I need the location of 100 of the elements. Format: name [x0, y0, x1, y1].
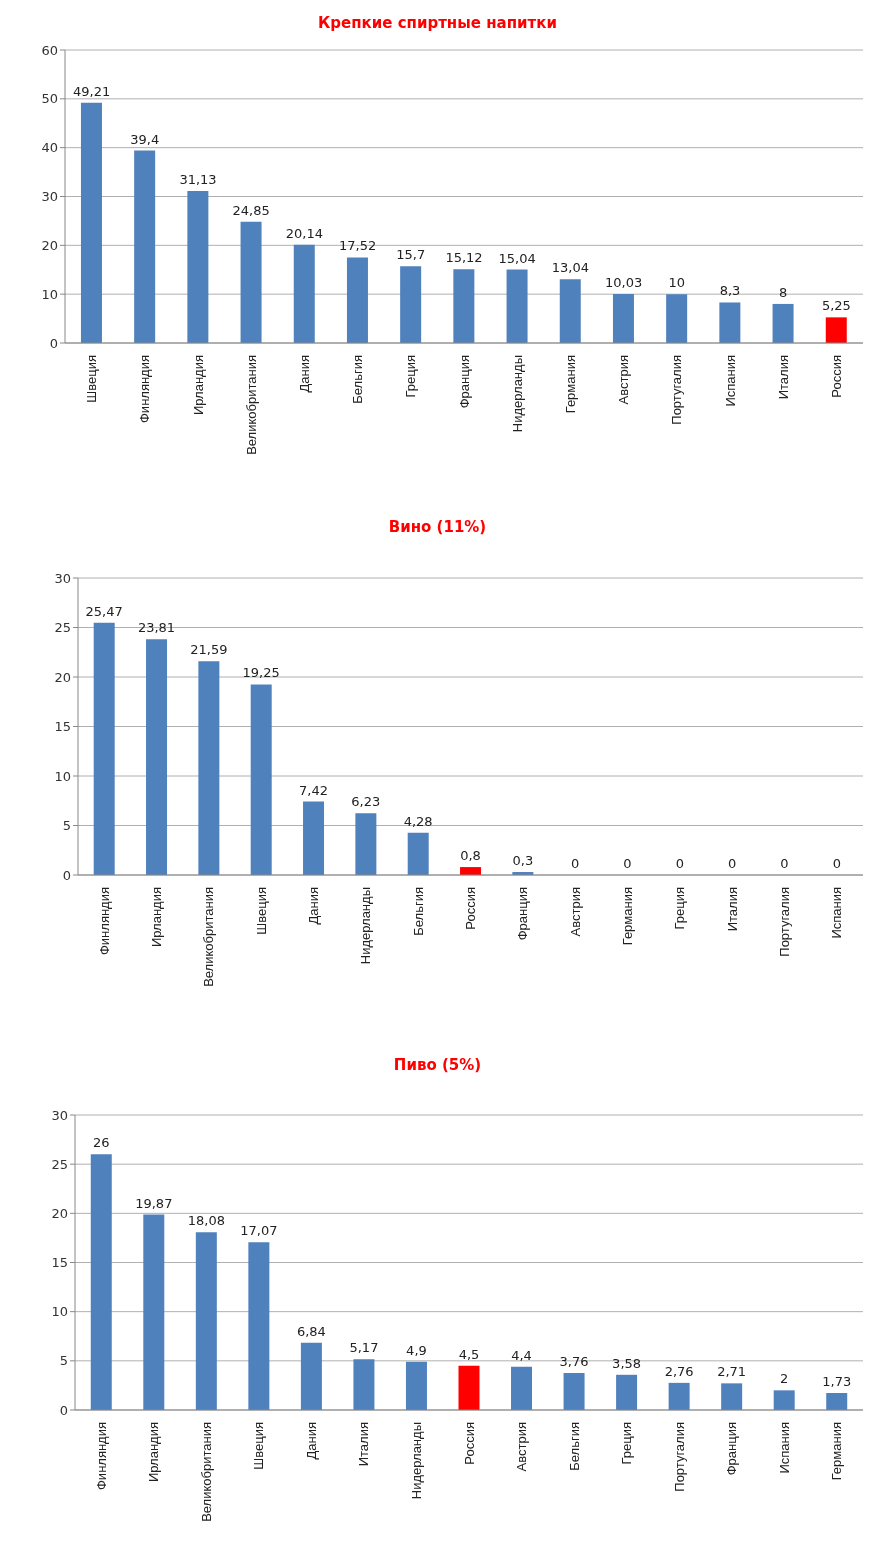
x-tick-label: Финляндия	[93, 1422, 109, 1491]
bar	[506, 269, 528, 343]
data-label: 0	[832, 856, 841, 871]
bar	[616, 1374, 638, 1410]
x-tick-label: Испания	[829, 887, 845, 939]
y-tick-label: 25	[54, 620, 71, 636]
data-label: 4,5	[458, 1346, 480, 1362]
x-tick-label: Греция	[672, 887, 688, 930]
y-tick-label: 15	[54, 719, 71, 735]
y-tick-label: 10	[54, 768, 71, 784]
data-label: 7,42	[299, 782, 328, 798]
data-label: 2,71	[717, 1364, 747, 1380]
data-label: 4,9	[406, 1342, 427, 1358]
bar	[134, 150, 156, 343]
x-tick-label: Нидерланды	[408, 1422, 424, 1500]
data-label: 13,04	[551, 260, 590, 276]
y-tick-label: 30	[54, 570, 71, 586]
x-tick-label: Великобритания	[243, 355, 259, 455]
bar	[407, 832, 429, 875]
data-label: 0	[780, 856, 789, 871]
bar	[90, 1154, 112, 1410]
data-label: 5,17	[349, 1340, 379, 1356]
data-label: 15,7	[396, 247, 426, 263]
bar	[458, 1365, 480, 1410]
x-tick-label: Австрия	[514, 1422, 530, 1472]
x-tick-label: Италия	[775, 355, 791, 400]
x-tick-label: Австрия	[616, 355, 632, 405]
data-label: 2,76	[664, 1363, 694, 1379]
bar	[195, 1232, 217, 1410]
x-tick-label: Финляндия	[96, 887, 112, 956]
data-label: 19,87	[135, 1195, 173, 1211]
data-label: 0	[571, 856, 580, 871]
data-label: 3,58	[612, 1355, 642, 1371]
x-tick-label: Португалия	[777, 887, 792, 957]
data-label: 17,52	[338, 238, 377, 254]
y-tick-label: 60	[41, 42, 58, 58]
y-tick-label: 0	[59, 1402, 68, 1418]
chart-title: Пиво (5%)	[392, 1055, 483, 1076]
y-tick-label: 0	[62, 867, 71, 883]
y-tick-label: 20	[51, 1205, 68, 1221]
bar	[511, 1366, 533, 1410]
data-label: 0	[728, 856, 737, 871]
x-tick-label: Дания	[306, 887, 321, 925]
data-label: 39,4	[130, 131, 160, 147]
bar	[187, 190, 209, 343]
bar	[80, 102, 102, 343]
x-tick-label: Германия	[562, 355, 578, 414]
x-tick-label: Финляндия	[137, 355, 153, 424]
y-tick-label: 15	[51, 1255, 68, 1271]
x-tick-label: Италия	[356, 1422, 372, 1467]
x-tick-label: Бельгия	[410, 887, 426, 936]
bar	[303, 801, 325, 875]
data-label: 4,28	[403, 813, 433, 829]
data-label: 10	[668, 275, 686, 291]
bar	[146, 639, 168, 875]
x-tick-label: Греция	[619, 1422, 635, 1465]
x-tick-label: Ирландия	[190, 355, 206, 416]
data-label: 23,81	[137, 620, 176, 636]
data-label: 49,21	[72, 83, 111, 99]
bar	[143, 1214, 165, 1410]
x-tick-label: Португалия	[669, 355, 685, 425]
bar	[825, 317, 847, 343]
data-label: 6,23	[351, 794, 381, 810]
x-tick-label: Россия	[463, 887, 478, 930]
bar	[93, 622, 115, 875]
bar	[721, 1383, 743, 1410]
x-tick-label: Ирландия	[149, 887, 164, 948]
x-tick-label: Бельгия	[566, 1422, 582, 1471]
data-label: 21,59	[190, 642, 228, 658]
x-tick-label: Германия	[829, 1422, 845, 1481]
bar	[250, 684, 272, 875]
bar	[198, 661, 220, 875]
x-tick-label: Великобритания	[198, 1422, 214, 1522]
y-tick-label: 5	[62, 818, 71, 834]
data-label: 3,76	[559, 1354, 589, 1370]
x-tick-label: Нидерланды	[358, 887, 374, 965]
x-tick-label: Бельгия	[350, 355, 366, 404]
data-label: 10,03	[604, 275, 643, 291]
y-tick-label: 5	[59, 1353, 68, 1369]
x-tick-label: Великобритания	[201, 887, 217, 987]
y-tick-label: 25	[51, 1156, 68, 1172]
data-label: 0,3	[512, 853, 534, 869]
data-label: 15,04	[498, 250, 536, 266]
bar	[355, 813, 377, 875]
y-tick-label: 30	[51, 1107, 68, 1123]
bar	[293, 244, 315, 343]
x-tick-label: Испания	[776, 1422, 792, 1474]
bar	[563, 1373, 585, 1410]
data-label: 8	[779, 284, 788, 300]
data-label: 1,73	[822, 1373, 852, 1389]
x-tick-label: Греция	[403, 355, 419, 398]
y-tick-label: 0	[49, 335, 58, 351]
data-label: 8,3	[719, 283, 741, 299]
chart-title: Крепкие спиртные напитки	[317, 13, 558, 34]
bar	[559, 279, 581, 343]
data-label: 5,25	[821, 298, 851, 314]
data-label: 6,84	[296, 1323, 326, 1339]
x-tick-label: Дания	[296, 355, 312, 393]
data-label: 15,12	[445, 250, 483, 266]
x-tick-label: Франция	[456, 355, 472, 409]
